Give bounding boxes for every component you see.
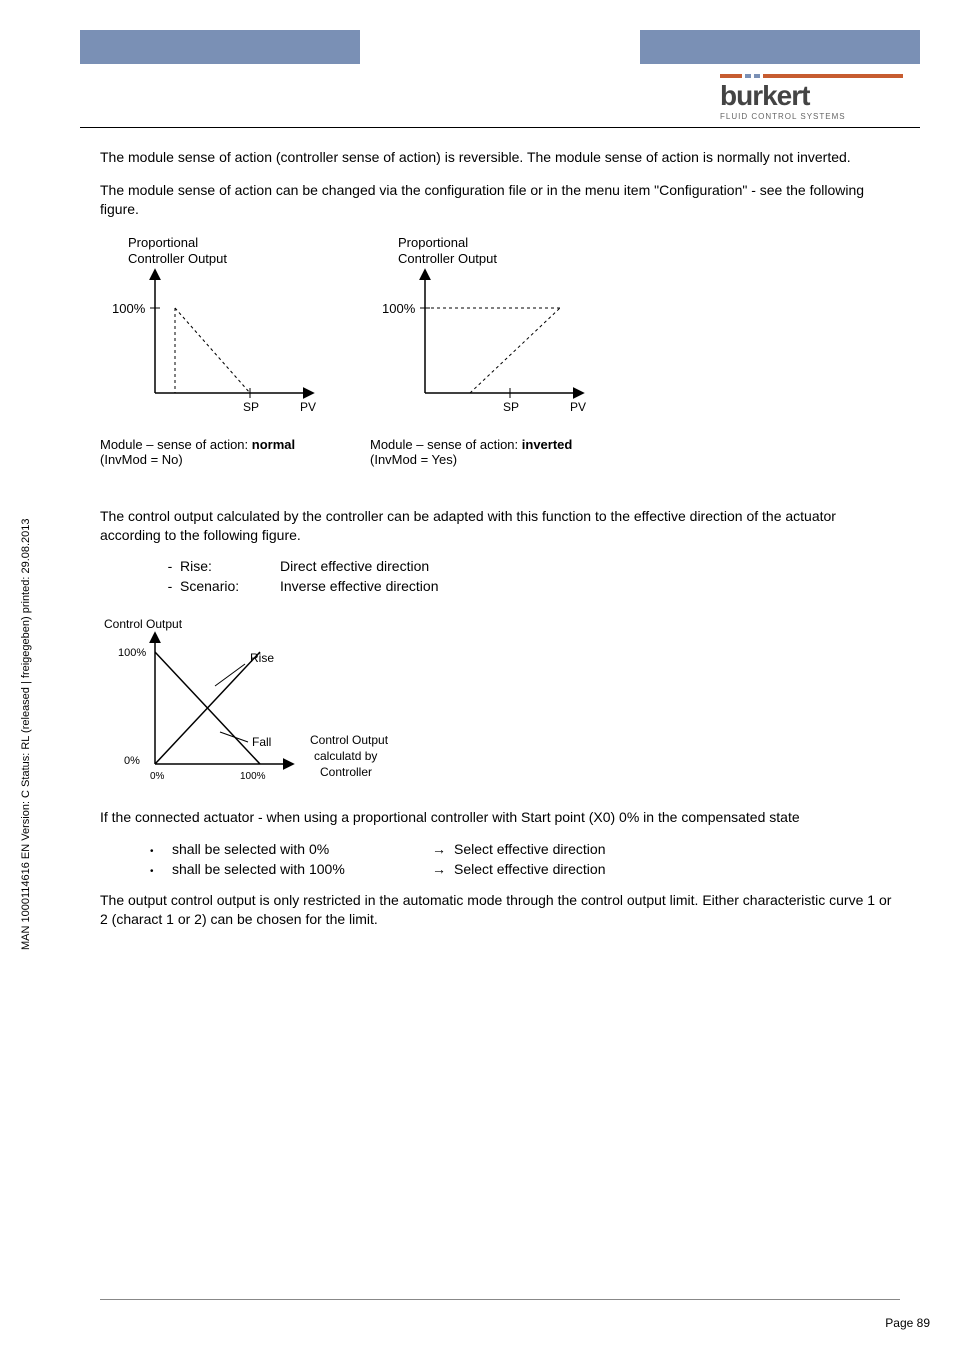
y-tick-label: 100% — [118, 647, 146, 659]
axis-title: Controller Output — [128, 251, 227, 266]
x-tick-label: 100% — [240, 771, 266, 782]
bullet-result: Select effective direction — [454, 841, 606, 857]
list-term: Rise: — [180, 558, 280, 574]
list-item: - Scenario: Inverse effective direction — [160, 578, 900, 594]
trend-line — [470, 308, 560, 393]
bullet-result: Select effective direction — [454, 861, 606, 877]
arrow-icon: → — [432, 841, 454, 857]
diagram-subcaption: (InvMod = Yes) — [370, 452, 600, 467]
chart-title: Control Output — [104, 617, 183, 631]
footer-rule — [100, 1299, 900, 1300]
x-axis-label: PV — [300, 400, 316, 414]
diagram-normal: Proportional Controller Output 100% — [100, 233, 330, 467]
side-label: Control Output — [310, 733, 389, 747]
x-tick-label: 0% — [150, 771, 165, 782]
diagram-caption: Module – sense of action: normal — [100, 437, 330, 452]
bullet-list: • shall be selected with 0% → Select eff… — [150, 841, 900, 877]
side-label: Controller — [320, 765, 372, 779]
bullet-icon: • — [150, 846, 172, 857]
axis-title: Proportional — [128, 235, 198, 250]
side-print-info: MAN 1000114616 EN Version: C Status: RL … — [20, 518, 32, 950]
x-axis-label: PV — [570, 400, 586, 414]
diagram-row: Proportional Controller Output 100% — [100, 233, 900, 467]
dash-icon: - — [160, 578, 180, 594]
y-tick-label: 100% — [112, 301, 146, 316]
body-text: The module sense of action (controller s… — [100, 148, 900, 167]
chart-normal: Proportional Controller Output 100% — [100, 233, 330, 433]
arrow-icon: → — [432, 861, 454, 877]
page-number: Page 89 — [885, 1316, 930, 1330]
axis-title: Proportional — [398, 235, 468, 250]
logo-bar — [754, 74, 760, 78]
header-bar-segment — [80, 30, 140, 64]
bullet-text: shall be selected with 100% — [172, 861, 432, 877]
logo-subtitle: FLUID CONTROL SYSTEMS — [720, 112, 920, 121]
y-tick-label: 100% — [382, 301, 416, 316]
diagram-inverted: Proportional Controller Output 100% — [370, 233, 600, 467]
caption-bold: normal — [252, 437, 295, 452]
label-connector — [215, 664, 245, 686]
caption-prefix: Module – sense of action: — [100, 437, 252, 452]
list-desc: Inverse effective direction — [280, 578, 439, 594]
body-text: The control output calculated by the con… — [100, 507, 900, 545]
logo-bars — [720, 74, 920, 78]
y-tick-label: 0% — [124, 755, 140, 767]
chart-rise-fall: Control Output 100% 0% 0% 100% — [100, 614, 440, 794]
label-connector — [220, 732, 248, 742]
list-term: Scenario: — [180, 578, 280, 594]
diagram-subcaption: (InvMod = No) — [100, 452, 330, 467]
fall-label: Fall — [252, 735, 271, 749]
x-tick-label: SP — [243, 400, 259, 414]
body-text: If the connected actuator - when using a… — [100, 808, 900, 827]
axis-title: Controller Output — [398, 251, 497, 266]
list-item: • shall be selected with 100% → Select e… — [150, 861, 900, 877]
trend-line — [175, 308, 250, 393]
page-container: burkert FLUID CONTROL SYSTEMS The module… — [80, 30, 920, 943]
list-desc: Direct effective direction — [280, 558, 429, 574]
logo: burkert FLUID CONTROL SYSTEMS — [720, 74, 920, 121]
logo-text: burkert — [720, 80, 920, 112]
chart-inverted: Proportional Controller Output 100% — [370, 233, 600, 433]
body-text: The output control output is only restri… — [100, 891, 900, 929]
bullet-text: shall be selected with 0% — [172, 841, 432, 857]
body-text: The module sense of action can be change… — [100, 181, 900, 219]
logo-bar — [763, 74, 903, 78]
diagram-rise-fall: Control Output 100% 0% 0% 100% — [100, 614, 900, 794]
logo-bar — [745, 74, 751, 78]
x-tick-label: SP — [503, 400, 519, 414]
logo-row: burkert FLUID CONTROL SYSTEMS — [80, 74, 920, 121]
logo-bar — [720, 74, 742, 78]
list-item: • shall be selected with 0% → Select eff… — [150, 841, 900, 857]
side-label: calculatd by — [314, 749, 377, 763]
header-bar-segment — [640, 30, 920, 64]
bullet-icon: • — [150, 866, 172, 877]
list-item: - Rise: Direct effective direction — [160, 558, 900, 574]
caption-prefix: Module – sense of action: — [370, 437, 522, 452]
rise-label: Rise — [250, 651, 274, 665]
dash-icon: - — [160, 558, 180, 574]
header-bar-gap — [360, 30, 640, 64]
diagram-caption: Module – sense of action: inverted — [370, 437, 600, 452]
header-rule — [80, 127, 920, 128]
caption-bold: inverted — [522, 437, 573, 452]
definition-list: - Rise: Direct effective direction - Sce… — [160, 558, 900, 594]
header-bar-segment — [140, 30, 360, 64]
header-color-bars — [80, 30, 920, 64]
content: The module sense of action (controller s… — [80, 148, 920, 929]
